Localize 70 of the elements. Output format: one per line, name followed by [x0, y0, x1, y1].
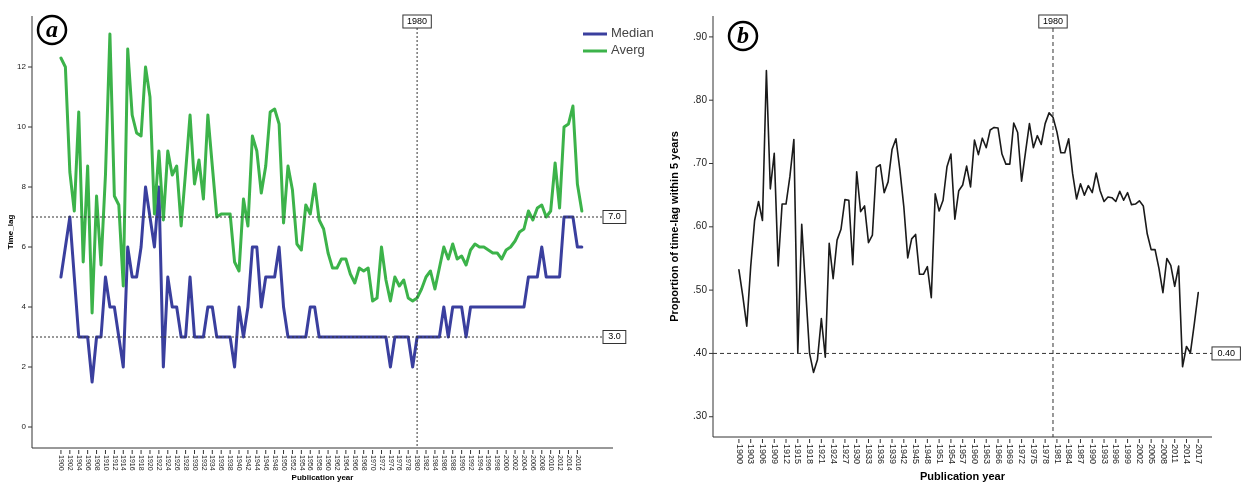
ref-line-label: 1980 — [407, 16, 428, 27]
x-tick-label: 1972 — [1017, 444, 1028, 465]
x-tick-label: 1927 — [840, 444, 851, 465]
x-tick-label: 1984 — [1064, 444, 1075, 465]
y-tick-label: 0 — [21, 422, 27, 432]
y-tick-label: .40 — [693, 347, 708, 359]
y-tick-label: 4 — [21, 302, 27, 312]
x-tick-label: 1978 — [1040, 444, 1051, 465]
x-tick-label: 1969 — [1005, 444, 1016, 465]
x-tick-label: 1921 — [816, 444, 827, 465]
x-tick-label: 1939 — [887, 444, 898, 465]
x-tick-label: 1933 — [864, 444, 875, 465]
x-tick-label: 1960 — [970, 444, 981, 465]
x-tick-label: 1930 — [852, 444, 863, 465]
y-tick-label: .50 — [693, 283, 708, 295]
x-tick-label: 2011 — [1170, 444, 1181, 464]
x-tick-label: 1912 — [781, 444, 792, 465]
x-tick-label: 1906 — [758, 444, 769, 465]
y-tick-label: 6 — [21, 242, 27, 252]
legend-label: Averg — [611, 42, 645, 58]
x-tick-label: 1948 — [922, 444, 933, 465]
x-tick-label: 2017 — [1193, 444, 1204, 465]
x-tick-label: 1963 — [981, 444, 992, 465]
x-tick-label: 1954 — [946, 444, 957, 465]
y-tick-label: 10 — [17, 122, 27, 132]
x-tick-label: 1981 — [1052, 444, 1063, 465]
x-tick-label: 1945 — [911, 444, 922, 465]
x-tick-label: 1915 — [793, 444, 804, 465]
x-tick-label: 2014 — [1182, 444, 1193, 465]
y-axis-title: Proportion of time-lag within 5 years — [668, 131, 680, 322]
x-tick-label: 1951 — [934, 444, 945, 465]
x-tick-label: 2002 — [1134, 444, 1145, 465]
line-series — [738, 69, 1200, 374]
x-tick-label: 1993 — [1099, 444, 1110, 465]
line-series — [59, 185, 584, 384]
ref-line-label: 7.0 — [608, 211, 621, 222]
ref-line-label: 1980 — [1042, 16, 1064, 27]
annotation: a — [46, 15, 58, 42]
x-tick-label: 1996 — [1111, 444, 1122, 465]
y-tick-label: .70 — [693, 157, 708, 169]
x-tick-label: 1909 — [769, 444, 780, 465]
y-tick-label: .30 — [693, 410, 708, 422]
y-tick-label: 8 — [21, 182, 27, 192]
x-tick-label: 1999 — [1123, 444, 1134, 465]
x-tick-label: 1918 — [805, 444, 816, 465]
x-tick-label: 1957 — [958, 444, 969, 465]
x-tick-label: 1990 — [1087, 444, 1098, 465]
x-tick-label: 1975 — [1028, 444, 1039, 465]
x-axis-title: Publication year — [291, 473, 354, 482]
y-tick-label: .80 — [693, 93, 708, 105]
x-tick-label: 1900 — [734, 444, 745, 465]
y-tick-label: .90 — [693, 30, 708, 42]
x-tick-label: 2008 — [1158, 444, 1169, 465]
x-axis-title: Publication year — [920, 470, 1006, 482]
x-tick-label: 1942 — [899, 444, 910, 465]
line-series — [59, 32, 584, 315]
x-tick-label: 1966 — [993, 444, 1004, 465]
y-tick-label: 12 — [17, 62, 27, 72]
y-axis-title: Time_lag — [6, 214, 15, 250]
x-tick-label: 1924 — [828, 444, 839, 465]
x-tick-label: 1903 — [746, 444, 757, 465]
x-tick-label: 1987 — [1076, 444, 1087, 465]
annotation: b — [737, 21, 749, 48]
ref-line-label: 3.0 — [608, 331, 621, 342]
ref-line-label: 0.40 — [1217, 347, 1235, 358]
x-tick-label: 1936 — [875, 444, 886, 465]
legend-label: Median — [611, 25, 654, 41]
x-tick-label: 2005 — [1146, 444, 1157, 465]
y-tick-label: 2 — [21, 362, 27, 372]
y-tick-label: .60 — [693, 220, 708, 232]
